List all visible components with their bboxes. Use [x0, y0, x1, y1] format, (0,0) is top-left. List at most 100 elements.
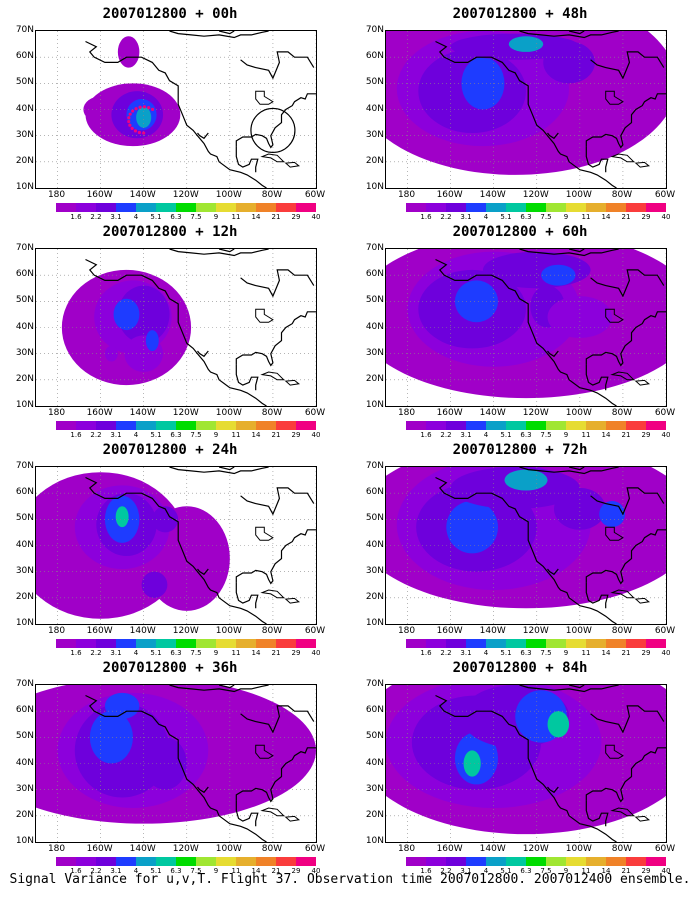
- colorbar-level-label: 14: [601, 431, 611, 439]
- latitude-label: 20N: [15, 373, 34, 384]
- panel-title: 2007012800 + 36h: [102, 660, 238, 676]
- colorbar: [56, 203, 316, 212]
- colorbar-level-label: 14: [251, 867, 261, 875]
- colorbar-swatch: [156, 203, 176, 212]
- colorbar-swatch: [76, 421, 96, 430]
- colorbar-swatch: [256, 203, 276, 212]
- colorbar-level-label: 4: [483, 213, 489, 221]
- colorbar-swatch: [506, 857, 526, 866]
- colorbar-swatch: [96, 203, 116, 212]
- colorbar-swatch: [566, 421, 586, 430]
- colorbar-swatch: [526, 857, 546, 866]
- latitude-label: 20N: [365, 155, 384, 166]
- longitude-label: 120W: [522, 844, 549, 854]
- colorbar: [406, 421, 666, 430]
- flight-track-point: [150, 107, 155, 111]
- colorbar-swatch: [626, 639, 646, 648]
- colorbar-level-label: 2.2: [90, 431, 102, 439]
- latitude-label: 40N: [15, 321, 34, 332]
- colorbar-swatch: [176, 421, 196, 430]
- colorbar-level-label: 2.2: [440, 431, 452, 439]
- colorbar-level-label: 1.6: [70, 431, 82, 439]
- coastline: [585, 529, 666, 585]
- colorbar-level-label: 7.5: [540, 431, 552, 439]
- colorbar-level-label: 14: [251, 213, 261, 221]
- coastline: [519, 685, 619, 693]
- flight-track-point: [138, 105, 142, 109]
- colorbar: [56, 857, 316, 866]
- latitude-label: 30N: [15, 347, 34, 358]
- coastline: [218, 467, 235, 471]
- longitude-label: 60W: [304, 844, 326, 854]
- coastline: [610, 807, 635, 817]
- colorbar-level-label: 9: [213, 213, 219, 221]
- colorbar-swatch: [156, 639, 176, 648]
- longitude-label: 80W: [261, 408, 283, 418]
- longitude-label: 60W: [654, 844, 676, 854]
- colorbar: [406, 639, 666, 648]
- coastline: [610, 589, 635, 599]
- coastline: [605, 90, 624, 105]
- variance-contour: [113, 298, 140, 331]
- coastline: [435, 694, 617, 842]
- colorbar-level-label: 9: [563, 649, 569, 657]
- longitude-label: 80W: [261, 190, 283, 200]
- longitude-label: 80W: [611, 408, 633, 418]
- coastline: [585, 311, 666, 367]
- variance-contour: [543, 41, 595, 84]
- coastline: [547, 786, 559, 794]
- coastline: [435, 258, 617, 406]
- colorbar-level-label: 6.3: [520, 649, 532, 657]
- colorbar-swatch: [426, 421, 446, 430]
- variance-map: [385, 466, 667, 625]
- colorbar-level-label: 3.1: [110, 649, 122, 657]
- latitude-label: 30N: [365, 347, 384, 358]
- colorbar-swatch: [176, 203, 196, 212]
- variance-map: [35, 30, 317, 189]
- colorbar-level-label: 7.5: [190, 431, 202, 439]
- colorbar-level-label: 40: [311, 649, 321, 657]
- latitude-label: 50N: [365, 295, 384, 306]
- colorbar: [56, 639, 316, 648]
- variance-contour: [145, 330, 159, 352]
- coastline: [260, 153, 285, 163]
- colorbar-swatch: [406, 639, 426, 648]
- colorbar-swatch: [526, 421, 546, 430]
- coastline: [235, 529, 316, 585]
- flight-track-point: [128, 123, 132, 127]
- colorbar-labels: 1.6 2.2 3.1 4 5.1 6.3 7.5 9 11 14 21 29 40: [56, 867, 320, 876]
- colorbar-level-label: 14: [251, 431, 261, 439]
- latitude-label: 40N: [365, 757, 384, 768]
- longitude-label: 180: [47, 190, 66, 200]
- colorbar-level-label: 3.1: [460, 867, 472, 875]
- colorbar-swatch: [116, 639, 136, 648]
- colorbar-swatch: [236, 639, 256, 648]
- forecast-panel: 2007012800 + 48h 70N 60N 50N 40N 30N 20N 10N 180…: [350, 6, 685, 221]
- colorbar-level-label: 6.3: [170, 431, 182, 439]
- colorbar-swatch: [196, 639, 216, 648]
- variance-contour: [115, 506, 129, 528]
- variance-map: [35, 248, 317, 407]
- colorbar-swatch: [296, 639, 316, 648]
- longitude-label: 100W: [215, 408, 242, 418]
- latitude-label: 70N: [15, 25, 34, 35]
- colorbar-swatch: [406, 421, 426, 430]
- longitude-label: 120W: [172, 190, 199, 200]
- coastline: [235, 582, 259, 609]
- longitude-label: 120W: [522, 626, 549, 636]
- latitude-label: 30N: [365, 565, 384, 576]
- colorbar-swatch: [506, 203, 526, 212]
- colorbar-level-label: 4: [133, 867, 139, 875]
- colorbar-swatch: [116, 857, 136, 866]
- variance-contour: [454, 280, 498, 323]
- coastline: [235, 93, 316, 149]
- colorbar-swatch: [276, 639, 296, 648]
- coastline: [585, 93, 666, 149]
- coastline: [85, 40, 267, 188]
- coastline: [610, 153, 635, 163]
- colorbar-swatch: [626, 857, 646, 866]
- colorbar-level-label: 9: [213, 649, 219, 657]
- colorbar-swatch: [216, 421, 236, 430]
- coastline: [568, 31, 585, 35]
- colorbar-swatch: [406, 857, 426, 866]
